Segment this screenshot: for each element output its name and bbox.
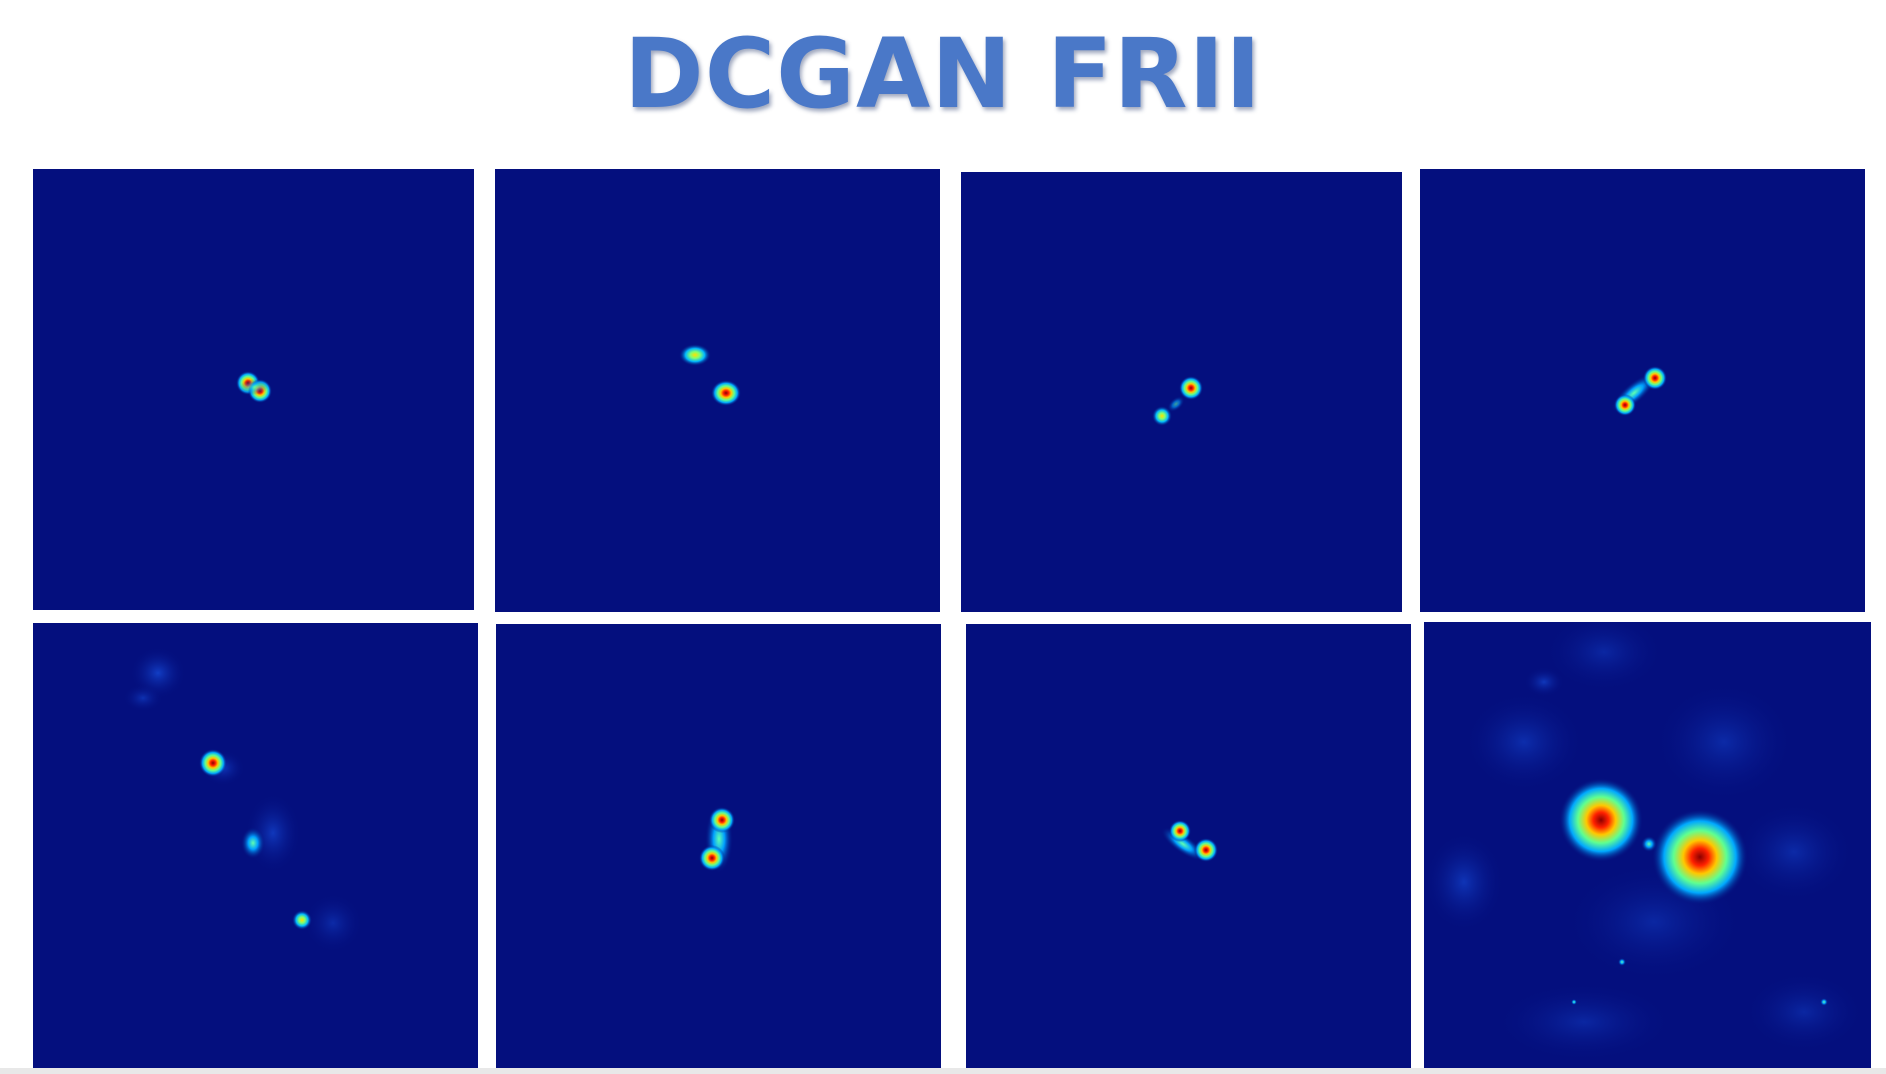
- generated-source-3-image: [1152, 376, 1203, 426]
- generated-source-5: [33, 623, 478, 1068]
- generated-source-2-image: [679, 344, 741, 406]
- generated-source-1: [33, 169, 474, 610]
- generated-source-5-image: [123, 647, 363, 953]
- bottom-edge: [0, 1068, 1886, 1074]
- generated-source-3: [961, 172, 1402, 612]
- generated-source-8-image: [1424, 622, 1864, 1062]
- generated-source-1-image: [236, 371, 272, 403]
- generated-source-6: [496, 624, 941, 1068]
- generated-source-6-image: [699, 805, 735, 873]
- generated-source-2: [495, 169, 940, 612]
- generated-source-4-image: [1611, 366, 1667, 416]
- generated-source-8: [1424, 622, 1871, 1068]
- page-title: DCGAN FRII: [624, 18, 1262, 130]
- generated-source-4: [1420, 169, 1865, 612]
- generated-source-7-image: [1161, 820, 1218, 862]
- generated-source-7: [966, 624, 1411, 1068]
